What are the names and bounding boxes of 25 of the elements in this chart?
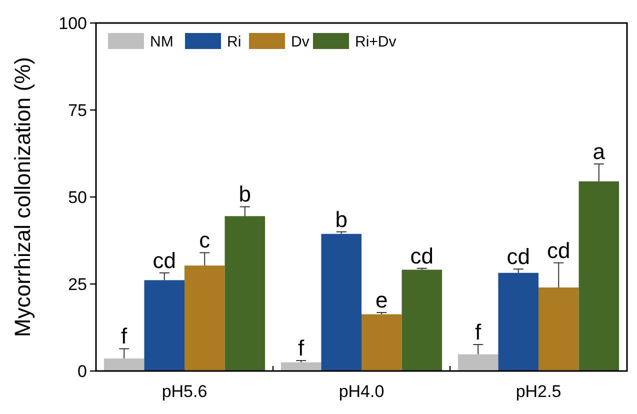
x-tick-label: pH4.0 [338, 382, 384, 401]
legend-label: NM [150, 33, 174, 50]
x-tick-label: pH2.5 [516, 382, 562, 401]
data-label: e [376, 288, 388, 313]
y-axis-title: Mycorrhizal collonization (%) [10, 57, 35, 337]
legend-label: Ri [227, 33, 242, 50]
data-label: c [199, 228, 210, 253]
data-label: b [238, 182, 252, 207]
data-label: cd [152, 248, 176, 273]
legend-label: Dv [291, 33, 310, 50]
y-tick-label: 0 [78, 362, 87, 381]
y-tick-label: 100 [58, 14, 87, 33]
y-tick-label: 75 [68, 100, 87, 120]
y-tick-label: 25 [68, 274, 87, 294]
data-label: f [475, 320, 482, 345]
data-label: cd [410, 243, 434, 268]
data-label: a [592, 138, 606, 164]
data-label: cd [547, 238, 570, 263]
data-label: f [298, 336, 306, 361]
y-tick-label: 50 [68, 188, 87, 207]
x-tick-label: pH5.6 [162, 382, 208, 401]
data-label: b [335, 206, 348, 232]
data-label: f [121, 324, 128, 349]
legend-label: Ri+Dv [355, 33, 397, 50]
data-label: cd [506, 244, 530, 270]
